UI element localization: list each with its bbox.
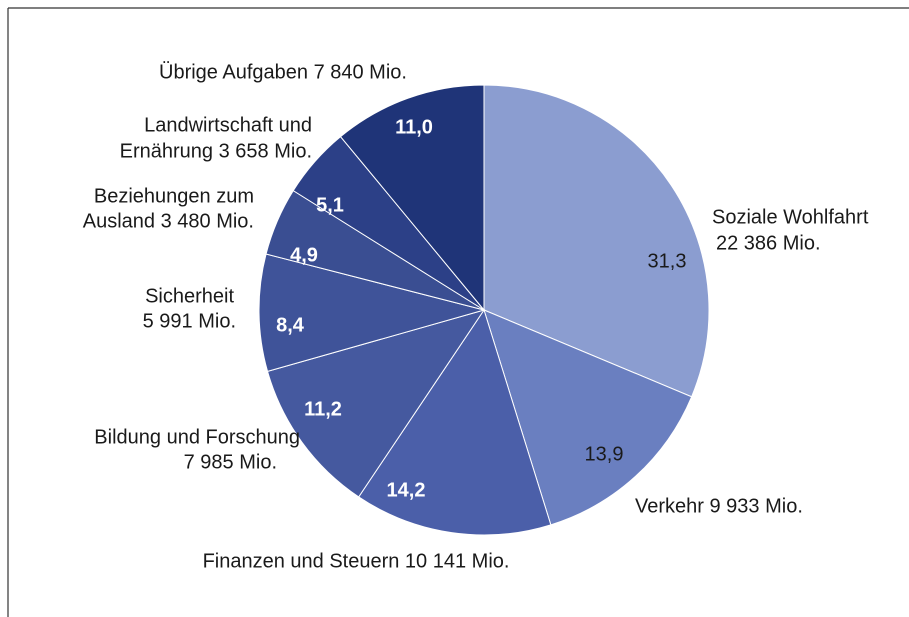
category-label: Ernährung 3 658 Mio.	[120, 140, 312, 162]
pie-slice	[483, 84, 710, 398]
category-label: Übrige Aufgaben 7 840 Mio.	[159, 61, 407, 83]
value-label: 11,0	[395, 116, 433, 138]
value-label: 14,2	[387, 479, 426, 501]
value-label: 13,9	[585, 443, 624, 465]
pie-slice	[258, 253, 486, 373]
category-label: Bildung und Forschung	[94, 426, 300, 448]
value-label: 11,2	[304, 398, 342, 420]
category-label: 7 985 Mio.	[184, 451, 277, 473]
category-label: Landwirtschaft und	[144, 114, 312, 136]
category-label: 5 991 Mio.	[143, 310, 236, 332]
category-label: Ausland 3 480 Mio.	[83, 210, 254, 232]
value-label: 8,4	[276, 314, 305, 336]
category-label: Soziale Wohlfahrt	[712, 206, 869, 228]
category-label: Beziehungen zum	[94, 185, 254, 207]
pie-slice	[358, 308, 552, 536]
value-label: 31,3	[648, 250, 687, 272]
pie-slice	[483, 309, 693, 526]
category-label: Sicherheit	[145, 285, 234, 307]
pie-slice	[339, 84, 485, 312]
category-label: 22 386 Mio.	[716, 232, 821, 254]
value-label: 5,1	[316, 194, 344, 216]
category-label: Verkehr 9 933 Mio.	[635, 495, 803, 517]
value-label: 4,9	[290, 244, 318, 266]
pie-slice	[266, 309, 486, 498]
category-label: Finanzen und Steuern 10 141 Mio.	[203, 550, 510, 572]
